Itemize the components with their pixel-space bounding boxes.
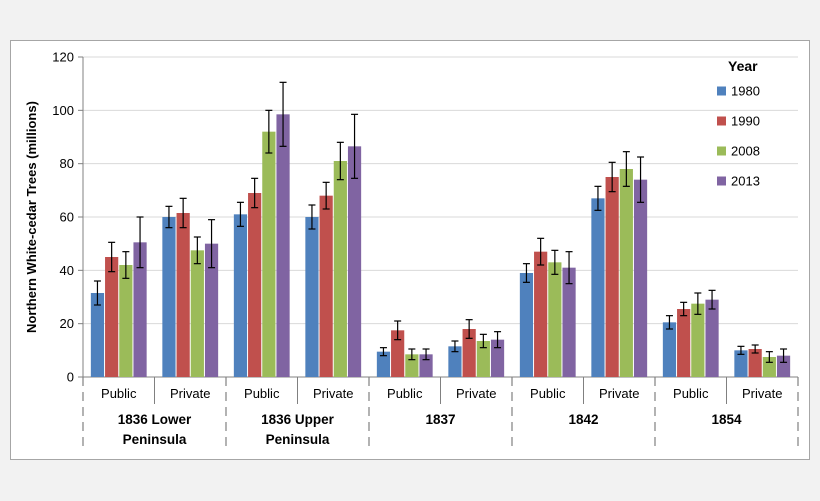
x-category-label: Private — [599, 386, 639, 401]
x-category-label: Private — [456, 386, 496, 401]
bar — [162, 217, 176, 377]
bar — [347, 146, 362, 377]
bar — [605, 177, 619, 377]
y-tick-label: 60 — [60, 210, 74, 225]
x-category-label: Public — [101, 386, 137, 401]
x-category-label: Public — [530, 386, 566, 401]
bar — [548, 262, 562, 377]
bar — [376, 351, 391, 377]
bar — [90, 293, 105, 377]
bar — [333, 161, 347, 377]
bar — [705, 299, 719, 377]
bar — [748, 349, 762, 377]
bar — [633, 179, 648, 377]
legend-swatch — [717, 116, 726, 126]
bar — [462, 329, 476, 377]
legend-label: 2008 — [731, 144, 760, 159]
y-tick-label: 0 — [67, 370, 74, 385]
x-category-label: Public — [244, 386, 280, 401]
x-category-label: Public — [673, 386, 709, 401]
x-group-label: 1842 — [568, 412, 598, 427]
bar — [262, 131, 276, 377]
bar — [176, 213, 190, 377]
bar — [276, 114, 290, 377]
y-tick-label: 80 — [60, 156, 74, 171]
bar — [734, 350, 748, 377]
bar — [105, 257, 119, 377]
legend-swatch — [717, 146, 726, 156]
x-group-label: 1854 — [711, 412, 742, 427]
legend-swatch — [717, 86, 726, 96]
bar — [562, 267, 576, 377]
bar — [248, 193, 262, 377]
legend-label: 1990 — [731, 114, 760, 129]
bar — [691, 303, 705, 377]
x-group-label: 1836 Upper — [261, 412, 335, 427]
bar — [305, 217, 319, 377]
x-group-label: Peninsula — [123, 432, 187, 447]
y-tick-label: 40 — [60, 263, 74, 278]
bar — [233, 214, 248, 377]
bar — [677, 309, 691, 377]
bar — [133, 242, 147, 377]
bar — [490, 339, 505, 377]
x-category-label: Private — [170, 386, 210, 401]
bar — [448, 346, 462, 377]
y-tick-label: 120 — [52, 50, 74, 65]
bar — [319, 195, 333, 377]
legend-swatch — [717, 176, 726, 186]
bar — [591, 198, 605, 377]
bar — [391, 330, 405, 377]
x-group-label: 1836 Lower — [118, 412, 192, 427]
x-category-label: Private — [313, 386, 353, 401]
bar — [119, 265, 133, 377]
y-tick-label: 20 — [60, 316, 74, 331]
bar — [776, 355, 791, 377]
x-category-label: Private — [742, 386, 782, 401]
bar — [534, 251, 548, 377]
x-group-label: Peninsula — [266, 432, 330, 447]
bar — [662, 322, 677, 377]
legend-label: 2013 — [731, 174, 760, 189]
legend-label: 1980 — [731, 84, 760, 99]
bar — [190, 250, 204, 377]
y-axis-label: Northern White-cedar Trees (millions) — [24, 101, 39, 333]
x-group-label: 1837 — [425, 412, 455, 427]
y-tick-label: 100 — [52, 103, 74, 118]
bar — [204, 243, 219, 377]
bar — [619, 169, 633, 377]
legend-title: Year — [728, 58, 758, 74]
bar — [476, 341, 490, 377]
bar — [519, 273, 534, 377]
x-category-label: Public — [387, 386, 423, 401]
